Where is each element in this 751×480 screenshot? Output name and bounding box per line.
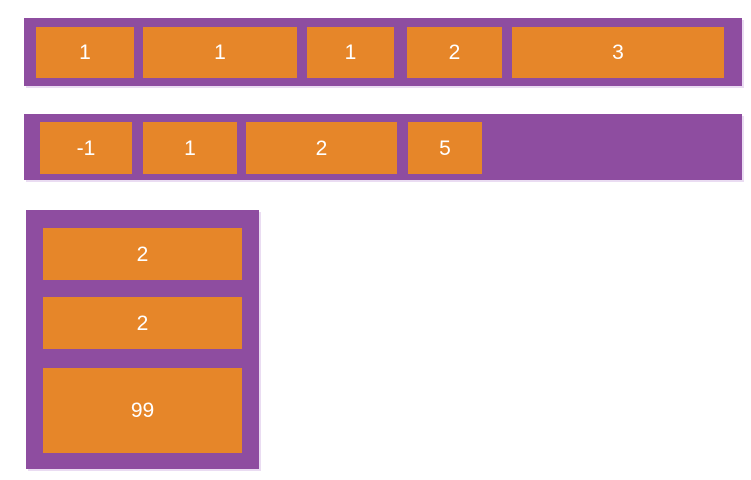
flex-item: 2 xyxy=(43,297,242,349)
flex-item: -1 xyxy=(40,122,132,174)
flex-item: 1 xyxy=(143,27,297,78)
flex-item: 1 xyxy=(143,122,237,174)
flex-item: 1 xyxy=(36,27,134,78)
flex-item: 1 xyxy=(307,27,394,78)
flex-item: 2 xyxy=(246,122,397,174)
flex-container-top-row: 1 1 1 2 3 xyxy=(24,18,742,86)
flex-item: 99 xyxy=(43,368,242,453)
flex-item: 5 xyxy=(408,122,482,174)
flex-container-middle-row: -1 1 2 5 xyxy=(24,114,742,180)
flex-item: 3 xyxy=(512,27,724,78)
flex-item: 2 xyxy=(407,27,502,78)
flex-item: 2 xyxy=(43,228,242,280)
flex-container-bottom-column: 2 2 99 xyxy=(26,210,259,469)
